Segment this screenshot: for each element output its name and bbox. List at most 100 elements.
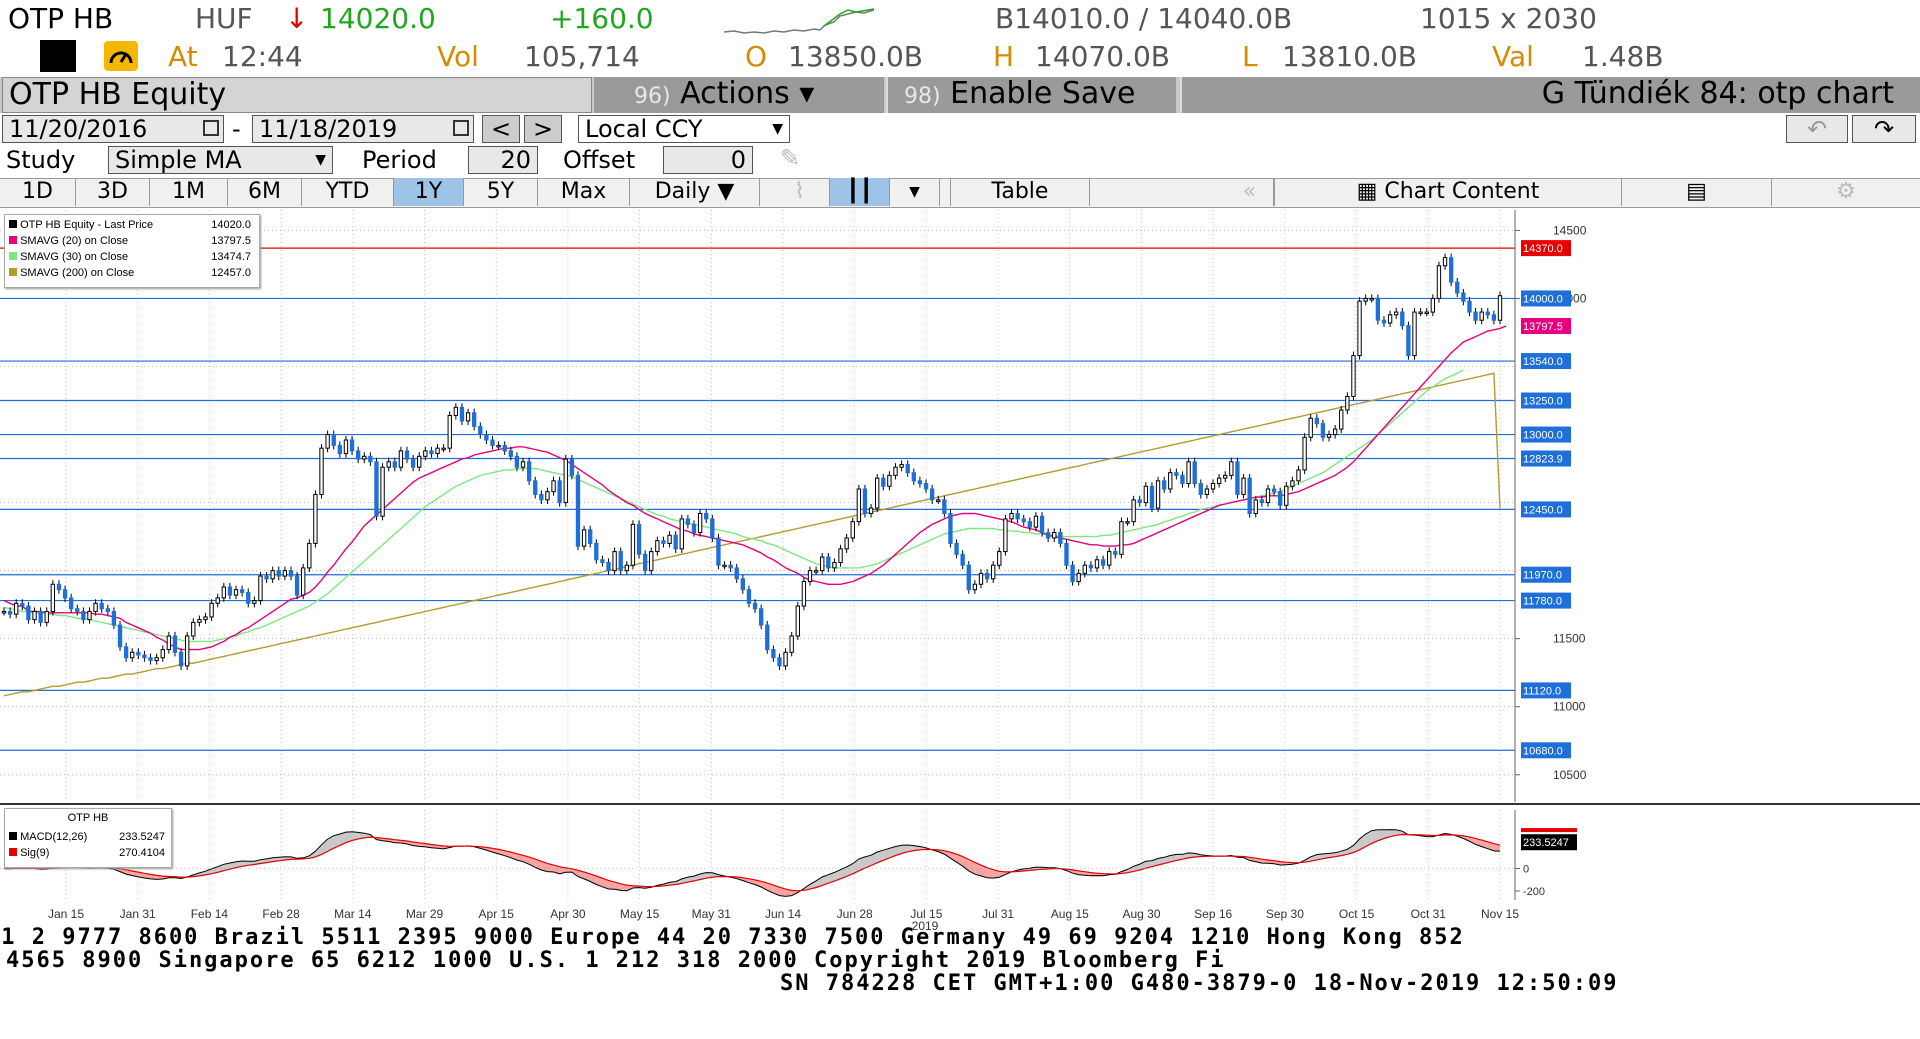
legend-label: SMAVG (30) on Close bbox=[20, 251, 129, 263]
pencil-icon[interactable]: ✎ bbox=[780, 144, 801, 172]
table-button[interactable]: Table bbox=[950, 178, 1090, 206]
candle-body bbox=[392, 461, 397, 468]
candle-body bbox=[1455, 281, 1460, 294]
candle-body bbox=[130, 651, 135, 659]
candle-body bbox=[478, 425, 483, 436]
x-tick-label: Aug 30 bbox=[1122, 907, 1160, 921]
macd-histogram-fill bbox=[858, 856, 865, 871]
session-info: SN 784228 CET GMT+1:00 G480-3879-0 18-No… bbox=[780, 971, 1619, 996]
candle-body bbox=[594, 542, 599, 561]
prev-period-button[interactable]: < bbox=[482, 115, 520, 143]
end-date-field[interactable]: 11/18/2019 bbox=[252, 115, 474, 143]
level-label: 11120.0 bbox=[1523, 685, 1561, 697]
enable-save-button[interactable]: 98) Enable Save bbox=[886, 77, 1176, 113]
candle-body bbox=[795, 605, 800, 637]
candle-body bbox=[899, 463, 904, 468]
candle-body bbox=[673, 534, 678, 550]
candle-body bbox=[1387, 314, 1393, 324]
undo-button[interactable]: ↶ bbox=[1786, 115, 1848, 143]
macd-histogram-fill bbox=[1365, 830, 1372, 847]
candle-body bbox=[191, 621, 196, 637]
x-tick-label: Sep 30 bbox=[1266, 907, 1304, 921]
candle-body bbox=[185, 635, 190, 667]
frequency-select[interactable]: Daily ▼ bbox=[630, 178, 760, 206]
period-input[interactable]: 20 bbox=[468, 146, 538, 174]
currency-select[interactable]: Local CCY ▼ bbox=[578, 115, 790, 143]
candle-body bbox=[1363, 297, 1368, 302]
calendar-icon[interactable] bbox=[203, 120, 219, 136]
price-chart[interactable]: 145001400011500110001050014370.014000.01… bbox=[0, 207, 1920, 933]
macd-legend-label: MACD(12,26) bbox=[20, 831, 88, 843]
chevron-down-icon[interactable]: ▼ bbox=[772, 121, 783, 137]
candle-body bbox=[215, 597, 220, 604]
tab-1d[interactable]: 1D bbox=[0, 178, 76, 206]
start-date-field[interactable]: 11/20/2016 bbox=[2, 115, 224, 143]
candle-body bbox=[526, 461, 532, 482]
candle-body bbox=[917, 480, 923, 485]
level-label: 14000.0 bbox=[1523, 293, 1563, 305]
legend-swatch bbox=[9, 268, 17, 276]
redo-button[interactable]: ↷ bbox=[1852, 115, 1916, 143]
tab-1m[interactable]: 1M bbox=[150, 178, 228, 206]
date-dash: - bbox=[232, 115, 241, 143]
candle-body bbox=[270, 570, 275, 580]
candle-body bbox=[1229, 461, 1234, 476]
calendar-icon[interactable] bbox=[453, 120, 469, 136]
macd-histogram-fill bbox=[1164, 855, 1171, 864]
line-chart-icon[interactable]: ⌇ bbox=[770, 178, 830, 206]
candle-body bbox=[496, 444, 501, 448]
next-period-button[interactable]: > bbox=[524, 115, 562, 143]
candle-body bbox=[697, 512, 703, 534]
candle-chart-icon[interactable]: ┃┃ bbox=[830, 178, 890, 206]
candle-body bbox=[1088, 564, 1094, 569]
tab-ytd[interactable]: YTD bbox=[302, 178, 394, 206]
security-field[interactable]: OTP HB Equity bbox=[2, 77, 592, 113]
candle-body bbox=[319, 447, 324, 495]
candle-body bbox=[1131, 499, 1136, 523]
x-tick-label: Feb 28 bbox=[262, 907, 300, 921]
high-label: H bbox=[993, 40, 1015, 73]
candle-body bbox=[447, 414, 452, 449]
edit-chart-icon[interactable]: ▤ bbox=[1622, 178, 1772, 206]
x-tick-label: Jun 14 bbox=[765, 907, 801, 921]
tab-6m[interactable]: 6M bbox=[228, 178, 302, 206]
candle-body bbox=[807, 570, 813, 583]
candle-body bbox=[624, 564, 629, 572]
tab-5y[interactable]: 5Y bbox=[464, 178, 538, 206]
candle-body bbox=[1174, 472, 1179, 476]
macd-histogram-fill bbox=[1371, 829, 1378, 844]
macd-histogram-fill bbox=[1377, 829, 1384, 841]
y-tick-label: 11000 bbox=[1553, 700, 1586, 714]
candle-body bbox=[313, 493, 318, 544]
legend-label: SMAVG (200) on Close bbox=[20, 267, 135, 279]
candle-body bbox=[661, 540, 666, 544]
candle-body bbox=[252, 600, 257, 604]
symbol: OTP HB bbox=[8, 2, 114, 35]
chart-type-dropdown[interactable]: ▼ bbox=[890, 178, 940, 206]
y-tick-label: 14500 bbox=[1553, 223, 1587, 237]
candle-body bbox=[1473, 311, 1478, 321]
chart-content-button[interactable]: ▦ Chart Content bbox=[1274, 178, 1622, 206]
gear-icon[interactable]: ⚙ bbox=[1836, 179, 1856, 204]
macd-histogram-fill bbox=[596, 876, 603, 887]
chevron-down-icon[interactable]: ▼ bbox=[315, 152, 326, 168]
actions-menu[interactable]: 96) Actions ▾ bbox=[594, 77, 884, 113]
contact-ticker: 4565 8900 Singapore 65 6212 1000 U.S. 1 … bbox=[6, 948, 1226, 973]
candle-body bbox=[1094, 559, 1100, 569]
tab-max[interactable]: Max bbox=[538, 178, 630, 206]
collapse-icon[interactable]: « bbox=[1226, 178, 1274, 206]
offset-input[interactable]: 0 bbox=[663, 146, 753, 174]
candle-body bbox=[288, 570, 294, 577]
candle-body bbox=[62, 589, 68, 599]
candle-body bbox=[325, 434, 330, 449]
candle-body bbox=[856, 488, 862, 523]
speedometer-icon[interactable] bbox=[104, 41, 138, 71]
candle-body bbox=[1076, 572, 1081, 583]
candle-body bbox=[1253, 499, 1258, 514]
macd-histogram-fill bbox=[810, 880, 817, 890]
study-select[interactable]: Simple MA ▼ bbox=[108, 146, 333, 174]
tab-1y[interactable]: 1Y bbox=[394, 178, 464, 206]
candle-body bbox=[1064, 542, 1069, 566]
macd-histogram-fill bbox=[889, 846, 896, 858]
tab-3d[interactable]: 3D bbox=[76, 178, 150, 206]
